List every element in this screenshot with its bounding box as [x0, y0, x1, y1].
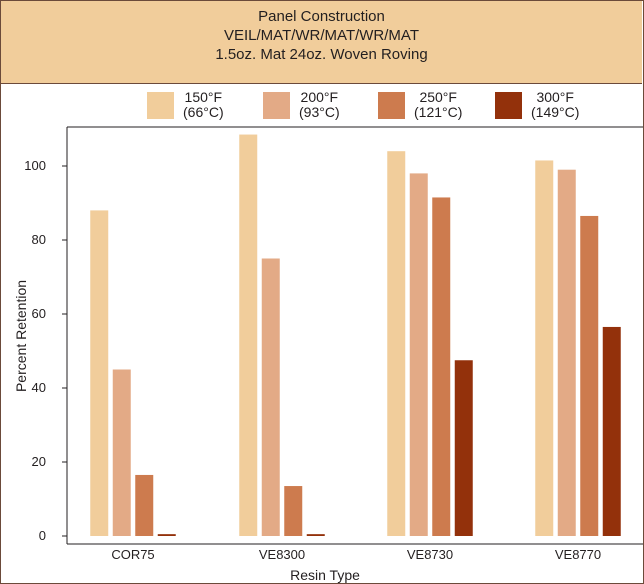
y-tick-label: 0: [39, 528, 46, 543]
bar: [112, 369, 131, 536]
bar: [432, 197, 451, 536]
bar: [387, 151, 406, 536]
legend-swatch-300f: [495, 92, 522, 119]
legend-label-250f: 250°F (121°C): [414, 89, 463, 120]
bar: [580, 215, 599, 536]
bar: [284, 486, 303, 536]
bar: [557, 169, 576, 536]
bar: [157, 534, 176, 536]
x-axis-label: Resin Type: [290, 567, 360, 583]
y-tick-label: 40: [32, 380, 46, 395]
bar: [409, 173, 428, 536]
y-tick-label: 20: [32, 454, 46, 469]
legend: 150°F (66°C) 200°F (93°C) 250°F (121°C) …: [0, 86, 644, 122]
y-tick-label: 80: [32, 232, 46, 247]
legend-label-300f: 300°F (149°C): [531, 89, 580, 120]
chart-header: Panel Construction VEIL/MAT/WR/MAT/WR/MA…: [1, 1, 642, 84]
bar: [306, 534, 325, 536]
bar: [261, 258, 280, 536]
header-line-1: Panel Construction: [258, 8, 385, 25]
x-tick-label: VE8300: [259, 547, 305, 562]
bar: [535, 160, 554, 536]
y-tick-label: 60: [32, 306, 46, 321]
legend-label-150f: 150°F (66°C): [183, 89, 224, 120]
legend-swatch-150f: [147, 92, 174, 119]
y-tick-label: 100: [24, 158, 46, 173]
legend-swatch-200f: [263, 92, 290, 119]
x-tick-label: COR75: [111, 547, 154, 562]
bar: [239, 134, 258, 537]
legend-swatch-250f: [378, 92, 405, 119]
bar: [135, 474, 154, 536]
x-tick-label: VE8730: [407, 547, 453, 562]
header-line-3: 1.5oz. Mat 24oz. Woven Roving: [215, 46, 428, 63]
x-tick-label: VE8770: [555, 547, 601, 562]
header-line-2: VEIL/MAT/WR/MAT/WR/MAT: [224, 27, 419, 44]
bar: [602, 326, 621, 536]
bar: [454, 360, 473, 536]
bar: [90, 210, 109, 536]
legend-label-200f: 200°F (93°C): [299, 89, 340, 120]
y-axis-label: Percent Retention: [13, 280, 29, 392]
